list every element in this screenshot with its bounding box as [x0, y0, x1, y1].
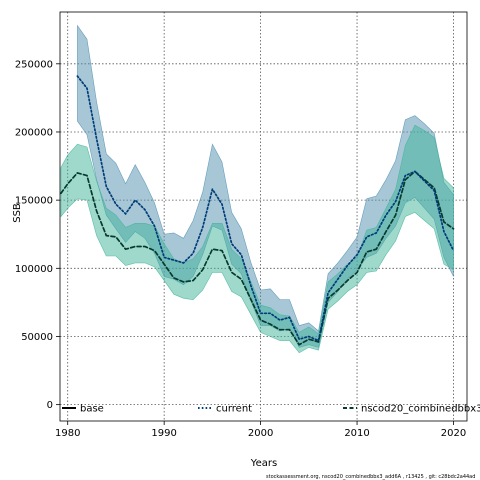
y-tick-label: 50000 — [21, 332, 53, 343]
y-tick-label: 200000 — [15, 127, 53, 138]
series-line-current — [76, 75, 455, 342]
legend: base current nscod20_combinedbbx3_add6A — [62, 404, 480, 415]
x-tick-label: 2000 — [248, 428, 273, 439]
legend-entry-base: base — [62, 404, 104, 415]
y-tick-label: 250000 — [15, 59, 53, 70]
x-tick-label: 1980 — [55, 428, 80, 439]
x-tick-label: 2020 — [441, 428, 466, 439]
x-tick-label: 1990 — [151, 428, 176, 439]
axis-ticks: 1980 1990 2000 2010 2020 0 50000 100000 150000 20… — [15, 59, 466, 439]
legend-label: nscod20_combinedbbx3_add6A — [361, 404, 480, 415]
x-axis-label: Years — [250, 458, 277, 469]
x-tick-label: 2010 — [344, 428, 369, 439]
confidence-bands — [60, 24, 454, 354]
y-tick-label: 150000 — [15, 196, 53, 207]
band-nscod20 — [60, 124, 454, 354]
series-line-nscod20 — [60, 170, 455, 346]
legend-label: current — [216, 404, 252, 415]
y-axis-label: SSB — [12, 203, 23, 223]
legend-entry-nscod20: nscod20_combinedbbx3_add6A — [343, 404, 480, 415]
series-lines — [60, 75, 455, 346]
plot-frame — [59, 11, 468, 422]
legend-entry-current: current — [198, 404, 252, 415]
y-tick-label: 0 — [47, 400, 53, 411]
footer-note: stockassessment.org, nscod20_combinedbbx… — [266, 474, 475, 480]
legend-label: base — [80, 404, 104, 415]
y-tick-label: 100000 — [15, 264, 53, 275]
